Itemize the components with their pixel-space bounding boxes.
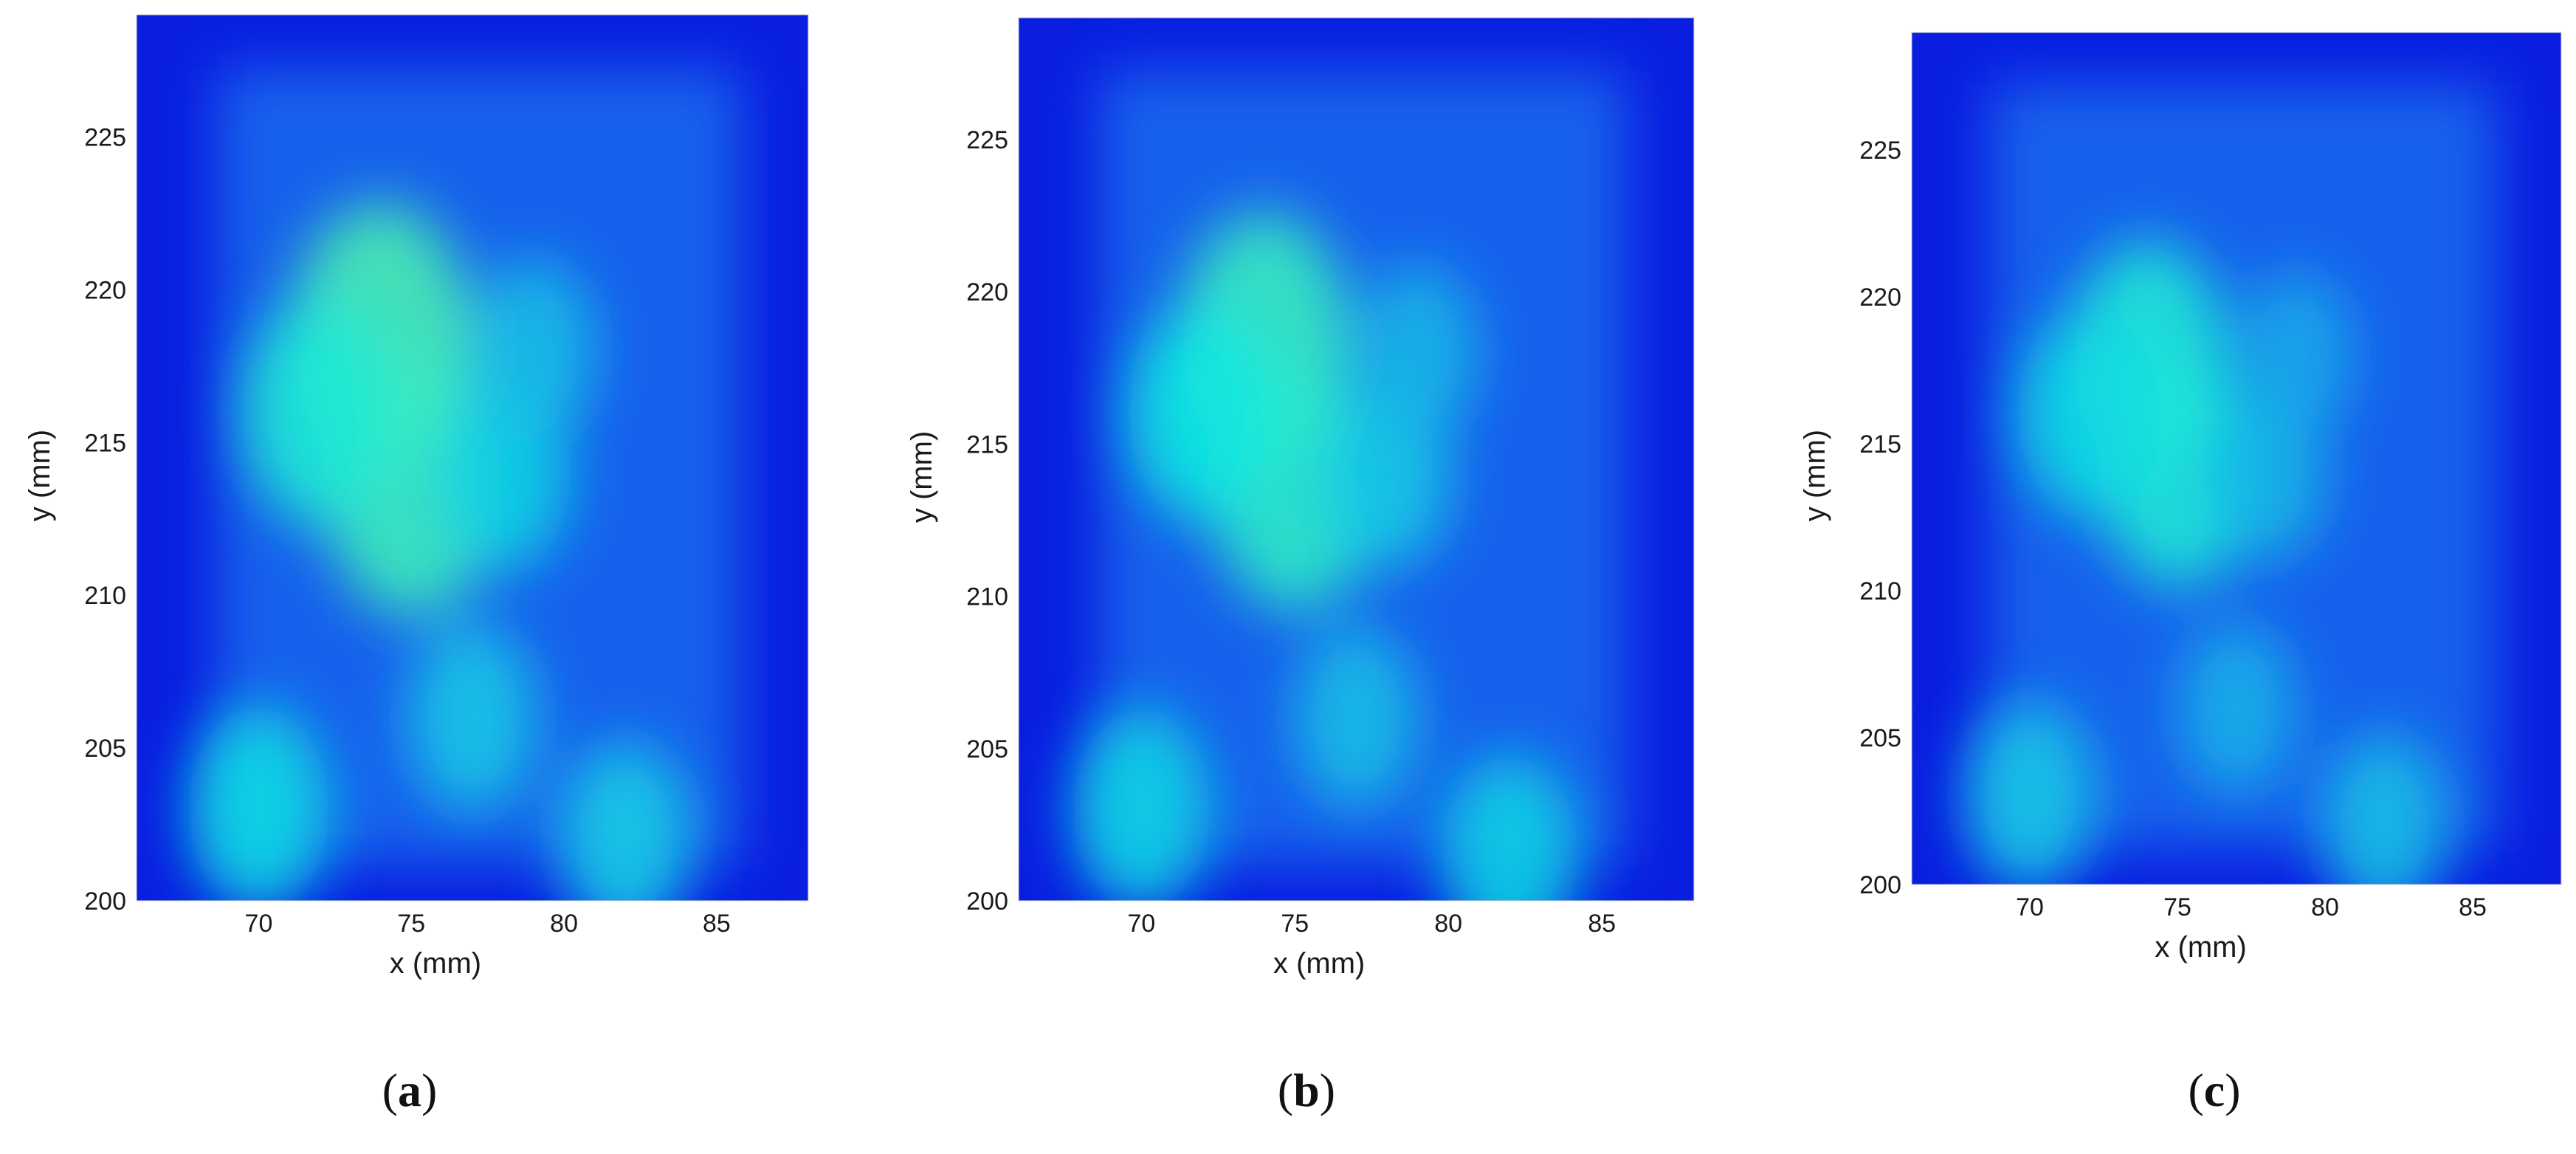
- y-tick-label: 225: [84, 124, 126, 152]
- heatmap-hotspot: [2321, 733, 2447, 885]
- panel-a: 70 75 80 85 200 205 210 215 220 225 x (mm) y (mm) (…: [0, 0, 871, 1154]
- y-tick-label: 215: [84, 429, 126, 457]
- plot-frame: [136, 14, 809, 901]
- y-tick-label: 220: [1859, 284, 1901, 312]
- heatmap-hotspot: [1072, 708, 1210, 901]
- y-tick-label: 200: [84, 887, 126, 916]
- x-tick-label: 85: [703, 910, 731, 938]
- heatmap-hotspot: [1964, 701, 2095, 885]
- x-tick-label: 75: [2163, 893, 2191, 921]
- y-tick-label: 210: [966, 583, 1008, 611]
- x-axis-label: x (mm): [390, 947, 481, 980]
- y-tick-label: 225: [966, 126, 1008, 154]
- panel-b: 70 75 80 85 200 205 210 215 220 225 x (mm) y (mm) (…: [871, 0, 1757, 1154]
- y-tick-label: 220: [84, 276, 126, 304]
- heatmap-hotspot: [1357, 264, 1478, 442]
- heatmap-chart-b: 70 75 80 85 200 205 210 215 220 225 x (mm) y (mm): [906, 17, 1695, 980]
- y-axis-label: y (mm): [906, 431, 938, 523]
- y-tick-label: 200: [1859, 871, 1901, 899]
- x-tick-label: 70: [2016, 893, 2044, 921]
- caption-c: (c): [2188, 1064, 2241, 1116]
- caption-a: (a): [382, 1064, 438, 1116]
- y-tick-label: 220: [966, 278, 1008, 306]
- heatmap-chart-c: 70 75 80 85 200 205 210 215 220 225 x (mm) y (mm): [1799, 32, 2562, 964]
- y-axis-label: y (mm): [1799, 430, 1831, 521]
- x-axis-label: x (mm): [2155, 931, 2246, 964]
- x-tick-label: 80: [2311, 893, 2339, 921]
- x-tick-label: 70: [245, 910, 273, 938]
- y-tick-label: 205: [84, 735, 126, 763]
- heatmap-hotspot: [2177, 621, 2296, 795]
- x-tick-label: 75: [397, 910, 425, 938]
- x-tick-label: 70: [1127, 910, 1155, 938]
- heatmap-hotspot: [1442, 755, 1578, 901]
- y-axis-label: y (mm): [24, 430, 56, 521]
- y-tick-label: 215: [1859, 430, 1901, 458]
- heatmap-chart-a: 70 75 80 85 200 205 210 215 220 225 x (mm) y (mm): [24, 14, 809, 980]
- heatmap-hotspot: [1293, 625, 1419, 811]
- plot-frame: [1018, 17, 1695, 901]
- y-tick-label: 205: [966, 735, 1008, 763]
- plot-frame: [1911, 32, 2562, 885]
- y-tick-label: 225: [1859, 137, 1901, 165]
- x-axis-label: x (mm): [1273, 947, 1365, 980]
- heatmap-hotspot: [2238, 271, 2353, 441]
- x-tick-label: 85: [1588, 910, 1616, 938]
- y-tick-label: 210: [1859, 577, 1901, 605]
- heatmap-hotspot: [558, 741, 692, 901]
- y-tick-label: 215: [966, 430, 1008, 458]
- y-tick-label: 210: [84, 582, 126, 610]
- panel-c: 70 75 80 85 200 205 210 215 220 225 x (mm) y (mm) (…: [1757, 0, 2576, 1154]
- heatmap-hotspot: [470, 258, 596, 444]
- x-tick-label: 80: [1434, 910, 1462, 938]
- x-tick-label: 80: [550, 910, 578, 938]
- caption-b: (b): [1277, 1064, 1336, 1116]
- x-tick-label: 75: [1281, 910, 1309, 938]
- heatmap-hotspot: [241, 297, 398, 526]
- y-tick-label: 205: [1859, 724, 1901, 752]
- x-tick-label: 85: [2459, 893, 2487, 921]
- heatmap-hotspot: [1129, 304, 1277, 523]
- heatmap-hotspot: [2018, 311, 2160, 518]
- y-tick-label: 200: [966, 887, 1008, 916]
- heatmap-hotspot: [407, 622, 538, 814]
- heatmap-hotspot: [188, 705, 329, 901]
